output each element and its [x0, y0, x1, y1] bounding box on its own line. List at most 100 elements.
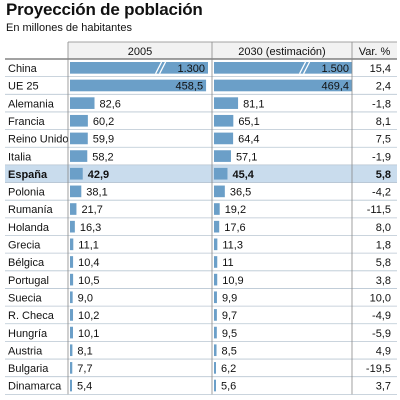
bar-2030 [214, 97, 239, 109]
row-label: Dinamarca [8, 381, 62, 393]
bar-break-mark [298, 61, 307, 74]
bar-2030 [214, 79, 352, 92]
data-label-2005: 60,2 [93, 116, 114, 128]
header-band [68, 42, 397, 59]
data-label-2030: 19,2 [225, 204, 246, 216]
bar-2005 [70, 203, 77, 215]
bar-2030 [214, 326, 217, 339]
bar-2005 [70, 326, 73, 339]
data-label-2005: 11,1 [78, 240, 99, 252]
row-label: Francia [8, 116, 46, 128]
data-label-2030: 469,4 [321, 81, 349, 93]
variation-value: 3,8 [376, 275, 391, 287]
data-label-2005: 58,2 [92, 151, 113, 163]
bar-2030 [214, 362, 216, 374]
data-label-2030: 81,1 [243, 98, 264, 110]
variation-value: -1,9 [372, 151, 391, 163]
data-label-2005: 10,4 [78, 257, 99, 269]
bar-2005 [70, 220, 75, 233]
data-label-2030: 10,9 [222, 275, 243, 287]
column-header-2005: 2005 [128, 46, 152, 58]
bar-2005 [70, 167, 83, 180]
bar-break-mark [158, 61, 167, 74]
data-label-2005: 59,9 [93, 134, 114, 146]
bar-2030 [214, 167, 228, 180]
row-label: Hungría [8, 328, 48, 340]
variation-value: -5,9 [372, 328, 391, 340]
data-label-2030: 11 [222, 257, 233, 269]
data-label-2030: 65,1 [238, 116, 259, 128]
data-label-2005: 10,1 [78, 328, 99, 340]
row-label: Portugal [8, 275, 49, 287]
row-label: Alemania [8, 98, 55, 110]
variation-value: -11,5 [367, 204, 391, 216]
data-label-2030: 17,6 [224, 222, 245, 234]
data-label-2005: 10,2 [78, 310, 99, 322]
row-label: R. Checa [8, 310, 55, 322]
data-label-2005: 82,6 [100, 98, 121, 110]
bar-2005 [70, 62, 208, 74]
bar-2005 [70, 238, 74, 251]
bar-2030 [214, 185, 225, 198]
data-label-2005: 458,5 [176, 81, 204, 93]
variation-value: 8,1 [376, 116, 391, 128]
bar-2030 [214, 150, 231, 162]
data-label-2005: 5,4 [77, 381, 92, 393]
bar-2030 [214, 344, 217, 357]
bar-2030 [214, 220, 220, 233]
column-header-2030: 2030 (estimación) [238, 46, 325, 58]
row-label: China [8, 63, 38, 75]
bar-2030 [214, 256, 218, 268]
data-label-2030: 9,7 [222, 310, 237, 322]
row-label: Reino Unido [8, 134, 69, 146]
bar-2005 [70, 185, 82, 198]
bar-2005 [70, 309, 74, 321]
bar-2005 [70, 273, 74, 286]
variation-value: 10,0 [370, 292, 391, 304]
data-label-2005: 8,1 [77, 345, 92, 357]
data-label-2005: 42,9 [88, 169, 109, 181]
data-label-2030: 36,5 [230, 187, 251, 199]
data-label-2030: 9,5 [222, 328, 237, 340]
variation-value: -1,8 [372, 98, 391, 110]
row-label: Grecia [8, 240, 41, 252]
variation-value: -4,2 [372, 187, 391, 199]
bar-2005 [70, 379, 72, 392]
bar-2005 [70, 362, 73, 374]
bar-2005 [70, 291, 73, 304]
bar-2030 [214, 309, 217, 321]
data-label-2005: 16,3 [80, 222, 101, 234]
variation-value: 2,4 [376, 81, 391, 93]
data-label-2030: 45,4 [232, 169, 254, 181]
row-label: UE 25 [8, 81, 39, 93]
bar-2005 [70, 344, 73, 357]
data-label-2005: 9,0 [78, 292, 93, 304]
column-header-var: Var. % [359, 46, 391, 58]
row-label: Suecia [8, 292, 43, 304]
bar-2005 [70, 256, 74, 268]
data-label-2005: 1.300 [177, 63, 205, 75]
variation-value: -19,5 [366, 363, 391, 375]
data-label-2005: 7,7 [77, 363, 92, 375]
chart-title: Proyección de población [6, 0, 203, 19]
row-label: Italia [8, 151, 32, 163]
bar-2005 [70, 114, 88, 127]
data-label-2030: 1.500 [321, 63, 349, 75]
bar-2030 [214, 273, 218, 286]
variation-value: 4,9 [376, 345, 391, 357]
data-label-2030: 5,6 [221, 381, 236, 393]
data-label-2030: 6,2 [221, 363, 236, 375]
bar-2005 [70, 79, 207, 92]
bar-break-mark [154, 61, 163, 74]
bar-2005 [70, 150, 88, 162]
highlight-row-bg [5, 164, 397, 183]
data-label-2030: 11,3 [222, 240, 243, 252]
row-label: Austria [8, 345, 43, 357]
bar-2030 [214, 132, 234, 145]
bar-2030 [214, 62, 352, 74]
data-label-2005: 10,5 [78, 275, 99, 287]
row-label: España [8, 169, 48, 181]
data-label-2005: 21,7 [81, 204, 102, 216]
variation-value: 1,8 [376, 240, 391, 252]
